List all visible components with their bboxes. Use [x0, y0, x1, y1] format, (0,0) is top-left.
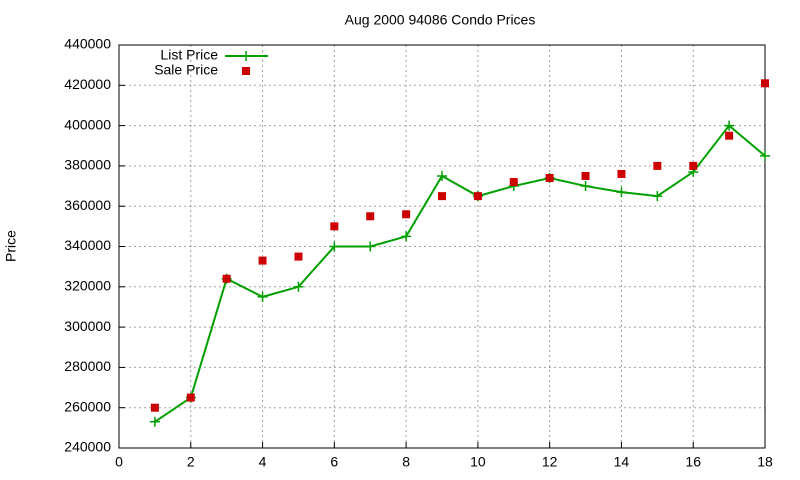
point: [366, 212, 375, 221]
y-tick-label: 240000: [64, 439, 111, 455]
legend-label: List Price: [160, 47, 218, 63]
point: [222, 274, 231, 283]
point: [652, 191, 663, 202]
y-tick-label: 260000: [64, 398, 111, 414]
point: [437, 170, 447, 181]
point: [725, 131, 734, 140]
point: [617, 169, 626, 178]
point: [149, 416, 160, 427]
point: [294, 252, 303, 261]
point: [150, 403, 159, 412]
point: [257, 291, 268, 302]
x-tick-label: 4: [259, 454, 267, 470]
line: [154, 124, 766, 423]
point: [401, 231, 412, 242]
point: [509, 178, 518, 187]
point: [545, 173, 554, 182]
point: [724, 120, 735, 131]
x-tick-label: 14: [614, 454, 630, 470]
point: [329, 241, 340, 252]
point: [330, 222, 339, 231]
y-tick-label: 280000: [64, 358, 111, 374]
y-tick-label: 380000: [64, 157, 111, 173]
x-tick-label: 16: [685, 454, 701, 470]
y-tick-label: 440000: [64, 36, 111, 52]
x-tick-label: 2: [187, 454, 195, 470]
point: [689, 161, 698, 170]
point: [580, 181, 591, 192]
legend-swatch: [242, 67, 250, 75]
point: [293, 281, 304, 292]
point: [258, 256, 267, 265]
point: [581, 171, 590, 180]
x-tick-label: 6: [330, 454, 338, 470]
x-tick-label: 8: [402, 454, 410, 470]
x-tick-label: 0: [115, 454, 123, 470]
point: [473, 192, 482, 201]
y-tick-label: 340000: [64, 237, 111, 253]
point: [438, 192, 446, 201]
y-tick-label: 320000: [64, 278, 111, 294]
point: [186, 393, 195, 402]
point: [761, 79, 769, 88]
point: [365, 241, 376, 252]
y-tick-label: 300000: [64, 318, 111, 334]
legend-swatch: [241, 51, 251, 61]
plot-frame: [118, 44, 766, 449]
x-tick-label: 12: [542, 454, 558, 470]
point: [760, 150, 770, 161]
y-axis-label: Price: [3, 230, 19, 262]
y-tick-label: 360000: [64, 197, 111, 213]
x-tick-label: 10: [470, 454, 486, 470]
y-tick-label: 420000: [64, 76, 111, 92]
x-tick-label: 18: [757, 454, 773, 470]
point: [616, 187, 627, 198]
chart-title: Aug 2000 94086 Condo Prices: [345, 12, 536, 28]
legend-label: Sale Price: [154, 62, 218, 78]
y-tick-label: 400000: [64, 116, 111, 132]
point: [653, 161, 662, 170]
point: [402, 210, 411, 219]
